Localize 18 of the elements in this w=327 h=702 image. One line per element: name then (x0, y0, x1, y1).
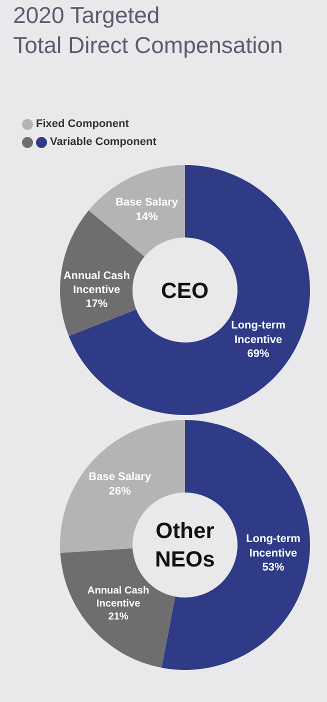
chart-title: 2020 Targeted Total Direct Compensation (13, 2, 283, 58)
data-label: 69% (247, 348, 270, 360)
text: CEO (161, 278, 209, 303)
data-label: 14% (136, 210, 158, 223)
slice-label: Long-term Incentive (231, 320, 286, 346)
text: Fixed Component (36, 118, 129, 130)
slice-label: Annual Cash Incentive (87, 585, 150, 610)
data-label: 17% (86, 298, 108, 310)
slice-label: Long-term Incentive (246, 533, 301, 560)
data-label: 21% (108, 612, 128, 623)
slice-label: Annual Cash Incentive (63, 270, 130, 296)
slice-label: Base Salary (88, 471, 152, 484)
text: Other NEOs (155, 518, 215, 572)
donut-slice (88, 165, 185, 257)
data-label: 26% (108, 485, 132, 498)
text: Variable Component (50, 136, 156, 148)
data-label: 53% (262, 562, 284, 574)
slice-label: Base Salary (116, 196, 179, 209)
